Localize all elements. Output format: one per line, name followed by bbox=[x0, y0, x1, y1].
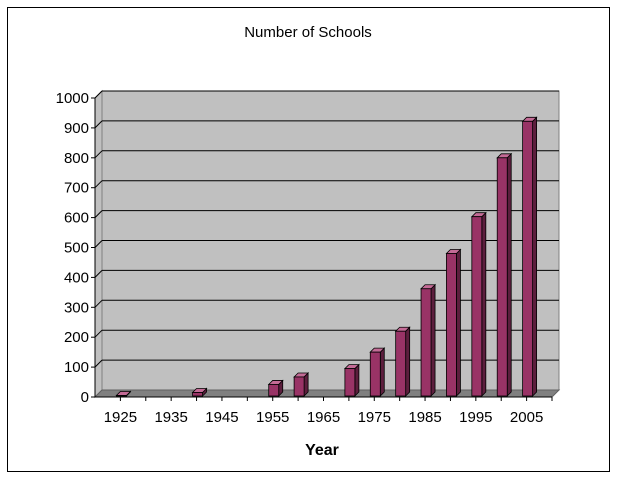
x-tick-label: 1945 bbox=[205, 409, 238, 426]
bar bbox=[395, 330, 407, 397]
bar-side bbox=[405, 326, 411, 397]
x-tick-label: 1985 bbox=[408, 409, 441, 426]
bar bbox=[446, 253, 457, 397]
plot-area: 0 100 200 300 400 500 600 700 800 900 1000 1925 1935… bbox=[56, 89, 561, 426]
gridline-side bbox=[94, 329, 103, 338]
gridline-side bbox=[94, 120, 103, 129]
y-tick-label: 0 bbox=[81, 389, 89, 406]
x-tick-label: 1925 bbox=[104, 409, 137, 426]
x-tick-label: 1935 bbox=[154, 409, 187, 426]
x-axis-title: Year bbox=[305, 442, 339, 459]
bar-side bbox=[456, 248, 461, 397]
x-tick-label: 1975 bbox=[358, 409, 391, 426]
gridline-side bbox=[94, 270, 103, 278]
y-tick-label: 600 bbox=[64, 210, 89, 227]
x-tick-label: 1965 bbox=[307, 409, 340, 426]
bar bbox=[344, 368, 356, 397]
bar-side bbox=[532, 116, 538, 397]
bar-side bbox=[481, 211, 487, 397]
bar bbox=[268, 384, 280, 397]
bar-side bbox=[430, 283, 436, 397]
y-tick-label: 1000 bbox=[56, 90, 89, 107]
bar bbox=[192, 392, 203, 397]
bar-side bbox=[354, 363, 360, 397]
gridline-side bbox=[94, 299, 103, 308]
bar bbox=[115, 395, 127, 397]
gridline-side bbox=[94, 90, 103, 99]
gridline-side bbox=[94, 150, 103, 159]
y-tick-label: 900 bbox=[64, 120, 89, 137]
x-tick-label: 2005 bbox=[510, 409, 543, 426]
gridline-side bbox=[94, 240, 103, 248]
bar-side bbox=[379, 347, 385, 397]
chart-title: Number of Schools bbox=[244, 24, 372, 41]
bar-side bbox=[506, 152, 512, 397]
bar bbox=[369, 351, 381, 397]
y-tick-label: 400 bbox=[64, 269, 89, 286]
x-tick-label: 1955 bbox=[256, 409, 289, 426]
bar bbox=[471, 216, 483, 397]
plot-floor bbox=[93, 389, 561, 398]
y-tick-label: 300 bbox=[64, 299, 89, 316]
bar bbox=[496, 157, 508, 397]
x-tick-label: 1995 bbox=[459, 409, 492, 426]
bar bbox=[293, 376, 305, 397]
gridline-side bbox=[94, 180, 103, 189]
y-tick-label: 500 bbox=[64, 240, 89, 257]
gridline-side bbox=[94, 210, 103, 218]
y-tick-label: 700 bbox=[64, 180, 89, 197]
gridline-side bbox=[94, 359, 103, 368]
y-tick-label: 100 bbox=[64, 359, 89, 376]
bar bbox=[522, 120, 534, 397]
y-tick-label: 800 bbox=[64, 150, 89, 167]
bar bbox=[420, 288, 432, 397]
y-tick-label: 200 bbox=[64, 329, 89, 346]
